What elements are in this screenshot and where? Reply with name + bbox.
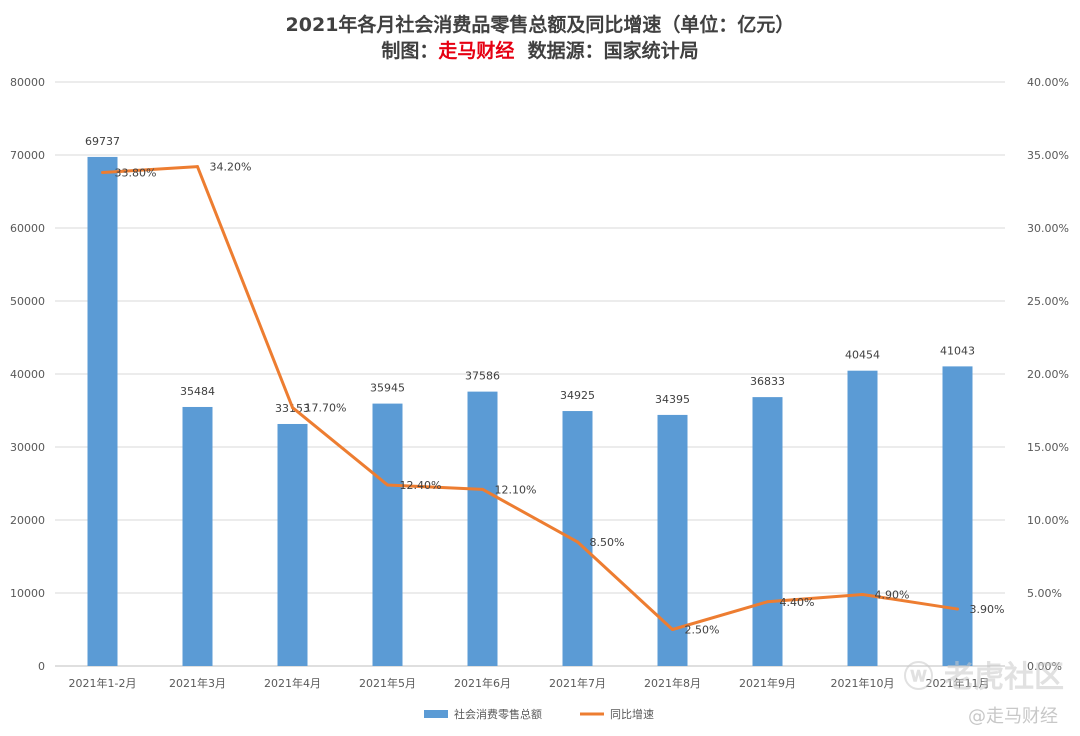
legend-label-line: 同比增速	[610, 707, 654, 721]
watermark-logo: ⓦ 老虎社区	[903, 660, 1064, 695]
bar	[752, 397, 783, 666]
x-axis-ticks: 2021年1-2月 2021年3月 2021年4月 2021年5月 2021年6月 202…	[69, 676, 990, 690]
x-tick-label: 2021年8月	[644, 676, 701, 690]
chart-title: 2021年各月社会消费品零售总额及同比增速（单位：亿元）	[285, 14, 795, 36]
growth-line	[102, 165, 958, 631]
left-tick-label: 70000	[10, 149, 45, 162]
bar	[87, 156, 118, 666]
bar	[277, 423, 308, 666]
left-tick-label: 0	[38, 660, 45, 673]
left-axis-ticks: 0 10000 20000 30000 40000 50000 60000 70000 8000…	[10, 76, 45, 673]
right-tick-label: 0.00%	[1027, 660, 1062, 673]
bar	[847, 370, 878, 666]
bar	[182, 406, 213, 666]
bar-value-label: 34925	[560, 389, 595, 402]
line-value-label: 8.50%	[590, 536, 625, 549]
line-point	[576, 540, 579, 544]
line-value-label: 2.50%	[685, 624, 720, 637]
right-tick-label: 35.00%	[1027, 149, 1069, 162]
line-value-label: 12.40%	[400, 479, 442, 492]
bar-value-label: 40454	[845, 349, 880, 362]
legend-label-bar: 社会消费零售总额	[454, 707, 542, 721]
x-tick-label: 2021年5月	[359, 676, 416, 690]
right-axis-ticks: 0.00% 5.00% 10.00% 15.00% 20.00% 25.00% 30.00%…	[1027, 76, 1069, 673]
right-tick-label: 15.00%	[1027, 441, 1069, 454]
x-tick-label: 2021年7月	[549, 676, 606, 690]
x-tick-label: 2021年10月	[831, 676, 895, 690]
line-value-label: 4.90%	[875, 588, 910, 601]
bar-value-label: 41043	[940, 344, 975, 357]
bar-value-label: 35484	[180, 385, 215, 398]
left-tick-label: 40000	[10, 368, 45, 381]
watermark-text: 老虎社区	[944, 660, 1064, 695]
line-value-label: 33.80%	[115, 167, 157, 180]
right-tick-label: 20.00%	[1027, 368, 1069, 381]
bar-value-label: 35945	[370, 382, 405, 395]
bar-value-label: 37586	[465, 370, 500, 383]
bar	[562, 411, 593, 666]
bar-data-labels: 6973735484331533594537586349253439536833…	[85, 135, 975, 415]
right-tick-label: 25.00%	[1027, 295, 1069, 308]
line-series	[101, 165, 959, 631]
line-point	[861, 592, 864, 596]
left-tick-label: 60000	[10, 222, 45, 235]
line-point	[481, 487, 484, 491]
left-tick-label: 20000	[10, 514, 45, 527]
line-point	[766, 600, 769, 604]
legend-swatch-bar	[424, 710, 448, 718]
bar-value-label: 34395	[655, 393, 690, 406]
bar	[942, 366, 973, 666]
line-point	[196, 165, 199, 169]
right-tick-label: 10.00%	[1027, 514, 1069, 527]
legend: 社会消费零售总额 同比增速	[424, 707, 654, 721]
line-point	[671, 628, 674, 631]
line-value-label: 4.40%	[780, 596, 815, 609]
left-tick-label: 30000	[10, 441, 45, 454]
subtitle-brand: 走马财经	[438, 40, 515, 62]
line-point	[386, 483, 389, 487]
x-tick-label: 2021年6月	[454, 676, 511, 690]
bar-value-label: 69737	[85, 135, 120, 148]
bar	[467, 391, 498, 666]
bar	[657, 414, 688, 666]
line-data-labels: 33.80% 34.20% 17.70% 12.40% 12.10% 8.50% 2.50%…	[115, 161, 1005, 637]
x-tick-label: 2021年1-2月	[69, 676, 137, 690]
bar-value-label: 36833	[750, 375, 785, 388]
left-tick-label: 80000	[10, 76, 45, 89]
line-value-label: 34.20%	[210, 161, 252, 174]
bar-series	[87, 156, 973, 666]
subtitle-source: 数据源：国家统计局	[527, 40, 699, 62]
line-point	[101, 171, 104, 175]
subtitle-prefix: 制图：	[381, 40, 439, 62]
left-tick-label: 10000	[10, 587, 45, 600]
right-tick-label: 40.00%	[1027, 76, 1069, 89]
x-tick-label: 2021年9月	[739, 676, 796, 690]
right-tick-label: 5.00%	[1027, 587, 1062, 600]
x-tick-label: 2021年11月	[926, 676, 990, 690]
line-value-label: 3.90%	[970, 603, 1005, 616]
line-value-label: 17.70%	[305, 402, 347, 415]
x-tick-label: 2021年3月	[169, 676, 226, 690]
line-value-label: 12.10%	[495, 483, 537, 496]
left-tick-label: 50000	[10, 295, 45, 308]
line-point	[291, 406, 294, 410]
watermark-handle: @走马财经	[968, 706, 1058, 727]
x-tick-label: 2021年4月	[264, 676, 321, 690]
right-tick-label: 30.00%	[1027, 222, 1069, 235]
chart-subtitle: 制图：走马财经 数据源：国家统计局	[0, 36, 1080, 63]
gridlines	[55, 81, 1005, 667]
bar	[372, 403, 403, 666]
line-point	[956, 607, 959, 611]
